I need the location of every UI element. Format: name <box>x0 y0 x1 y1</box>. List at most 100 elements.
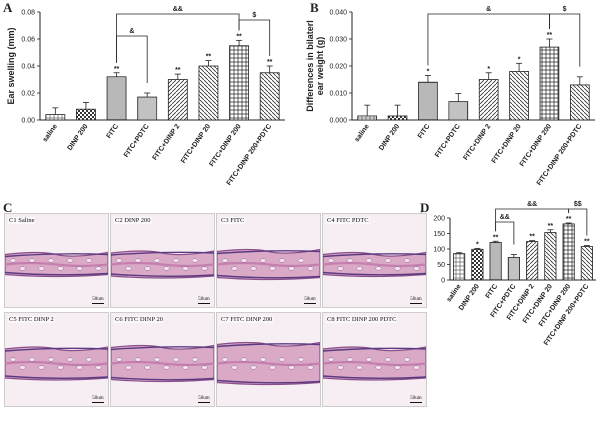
y-tick-label: 50 <box>437 262 445 269</box>
significance-mark: * <box>427 68 430 75</box>
bar <box>198 65 219 121</box>
significance-bracket: $$ <box>568 201 588 236</box>
tissue-section <box>217 313 320 406</box>
tissue-section <box>323 313 426 406</box>
y-tick-label: 0.00 <box>21 118 35 125</box>
bracket-label: && <box>527 201 537 208</box>
histology-label: C8 FITC DINP 200 PDTC <box>326 316 398 323</box>
ear-weight-chart: 0.000 0.010 0.020 0.030 0.040 Differences in … <box>305 6 595 187</box>
y-tick-label: 0.030 <box>329 37 347 44</box>
significance-mark: ** <box>548 223 554 230</box>
bar <box>387 115 408 121</box>
bar <box>544 232 557 281</box>
significance-mark: ** <box>584 239 590 246</box>
bar <box>471 248 484 281</box>
bar <box>580 246 593 281</box>
bar <box>562 223 575 281</box>
panel-letter-d: D <box>420 200 430 215</box>
bar <box>45 114 66 121</box>
significance-bracket: && <box>495 214 515 245</box>
histology-label: C1 Saline <box>8 217 36 224</box>
y-tick-label: 0.040 <box>329 10 347 17</box>
bar <box>507 256 520 281</box>
category-label: FITC+PDTC <box>123 123 151 159</box>
category-label: FITC+DINP 20 <box>491 123 523 165</box>
bar <box>539 46 560 121</box>
bar <box>478 79 499 121</box>
histology-label: C2 DINP 200 <box>114 217 152 224</box>
significance-bracket: & <box>116 28 148 83</box>
tissue-section <box>217 214 320 307</box>
bar <box>453 253 466 281</box>
y-tick-label: 150 <box>433 231 445 238</box>
significance-bracket: $ <box>238 12 271 56</box>
panel-letter-a: A <box>3 0 13 15</box>
cell-number-chart: 050100150200Cell number/areasaline*DINP … <box>414 201 596 347</box>
scale-bar: 50um <box>198 396 210 401</box>
significance-mark: ** <box>493 234 499 241</box>
y-axis-title: Differences in bilaterlear weight (g) <box>305 20 325 112</box>
tissue-section <box>111 214 214 307</box>
bracket-label: $ <box>252 12 256 19</box>
y-tick-label: 0.06 <box>21 37 35 44</box>
bar <box>418 81 438 121</box>
tissue-section <box>5 313 108 406</box>
category-label: saline <box>42 123 59 143</box>
scale-bar: 50um <box>410 396 422 401</box>
y-tick-label: 0.08 <box>21 10 35 17</box>
category-label: FITC+DINP 200 <box>208 123 242 168</box>
bracket-label: && <box>173 6 183 13</box>
histology-image: C3 FITC 50um <box>216 213 321 308</box>
histology-label: C7 FITC DINP 200 <box>220 316 274 323</box>
category-label: FITC+DINP 20 <box>180 123 212 165</box>
y-tick-label: 0.02 <box>21 91 35 98</box>
category-label: FITC <box>106 123 121 140</box>
category-label: saline <box>446 283 463 303</box>
category-label: DINP 200 <box>378 123 401 152</box>
histology-image: C1 Saline 50um <box>4 213 109 308</box>
bracket-label: $$ <box>574 201 582 208</box>
bracket-label: && <box>500 214 510 221</box>
scale-bar: 50um <box>92 297 104 302</box>
y-tick-label: 0.010 <box>329 91 347 98</box>
bar <box>76 108 96 121</box>
histology-image: C5 FITC DINP 2 50um <box>4 312 109 407</box>
category-label: DINP 200 <box>67 123 90 152</box>
histology-label: C5 FITC DINP 2 <box>8 316 55 323</box>
significance-bracket: & <box>427 6 550 66</box>
y-tick-label: 0 <box>441 278 445 285</box>
histology-image: C4 FITC PDTC 50um <box>322 213 427 308</box>
significance-mark: ** <box>547 32 553 39</box>
y-tick-label: 0.020 <box>329 64 347 71</box>
y-tick-label: 0.04 <box>21 64 35 71</box>
tissue-section <box>5 214 108 307</box>
histology-image: C7 FITC DINP 200 <box>216 312 321 407</box>
significance-bracket: $ <box>549 6 581 67</box>
scale-bar: 50um <box>92 396 104 401</box>
panel-letter-b: B <box>310 0 319 15</box>
bar <box>106 76 127 121</box>
bar <box>259 72 280 121</box>
category-label: FITC+DINP 200 <box>519 123 553 168</box>
y-tick-label: 0.000 <box>329 118 347 125</box>
significance-mark: ** <box>566 216 572 223</box>
bar <box>526 241 539 281</box>
significance-mark: ** <box>267 59 273 66</box>
histology-image: C6 FITC DINP 20 50um <box>110 312 215 407</box>
significance-mark: * <box>476 241 479 248</box>
significance-mark: * <box>487 66 490 73</box>
tissue-section <box>111 313 214 406</box>
bar <box>448 101 469 121</box>
bracket-label: $ <box>563 6 567 13</box>
ear-swelling-chart: 0.00 0.02 0.04 0.06 0.08 Ear swelling (mm) sal… <box>6 6 285 187</box>
bar <box>509 71 529 121</box>
significance-mark: ** <box>236 33 242 40</box>
bar <box>229 45 249 121</box>
category-label: FITC <box>485 283 500 300</box>
category-label: FITC+PDTC <box>434 123 462 159</box>
category-label: FITC+DINP 2 <box>462 123 492 162</box>
histology-label: C3 FITC <box>220 217 246 224</box>
bar <box>137 96 158 121</box>
category-label: saline <box>354 123 371 143</box>
significance-mark: ** <box>114 66 120 73</box>
